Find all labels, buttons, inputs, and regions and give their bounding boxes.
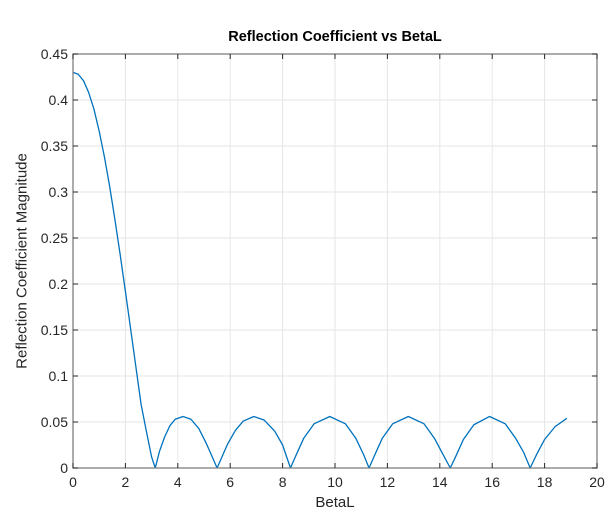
x-tick-label: 18 xyxy=(537,474,553,490)
y-tick-label: 0.05 xyxy=(41,414,68,430)
x-axis-ticks: 0 2 4 6 8 10 12 14 16 18 20 xyxy=(69,54,605,490)
x-tick-label: 16 xyxy=(484,474,500,490)
y-tick-label: 0.15 xyxy=(41,322,68,338)
series-line xyxy=(72,71,568,469)
chart-title: Reflection Coefficient vs BetaL xyxy=(228,29,442,45)
y-tick-label: 0.45 xyxy=(41,46,68,62)
x-tick-label: 20 xyxy=(589,474,605,490)
y-tick-label: 0.25 xyxy=(41,230,68,246)
y-tick-label: 0.2 xyxy=(49,276,69,292)
x-tick-label: 0 xyxy=(69,474,77,490)
x-tick-label: 6 xyxy=(226,474,234,490)
y-tick-label: 0 xyxy=(60,460,68,476)
x-tick-label: 4 xyxy=(174,474,182,490)
grid-lines xyxy=(72,53,598,469)
x-tick-label: 8 xyxy=(279,474,287,490)
y-tick-label: 0.3 xyxy=(49,184,69,200)
y-axis-ticks: 0 0.05 0.1 0.15 0.2 0.25 0.3 0.35 0.4 0.45 xyxy=(41,46,597,476)
x-tick-label: 10 xyxy=(327,474,343,490)
data-series xyxy=(72,71,568,469)
y-tick-label: 0.35 xyxy=(41,138,68,154)
y-tick-label: 0.4 xyxy=(49,92,69,108)
y-axis-label: Reflection Coefficient Magnitude xyxy=(13,153,31,369)
x-tick-label: 2 xyxy=(122,474,130,490)
y-tick-label: 0.1 xyxy=(49,368,69,384)
x-axis-label: BetaL xyxy=(315,494,355,511)
x-tick-label: 12 xyxy=(380,474,396,490)
x-tick-label: 14 xyxy=(432,474,448,490)
